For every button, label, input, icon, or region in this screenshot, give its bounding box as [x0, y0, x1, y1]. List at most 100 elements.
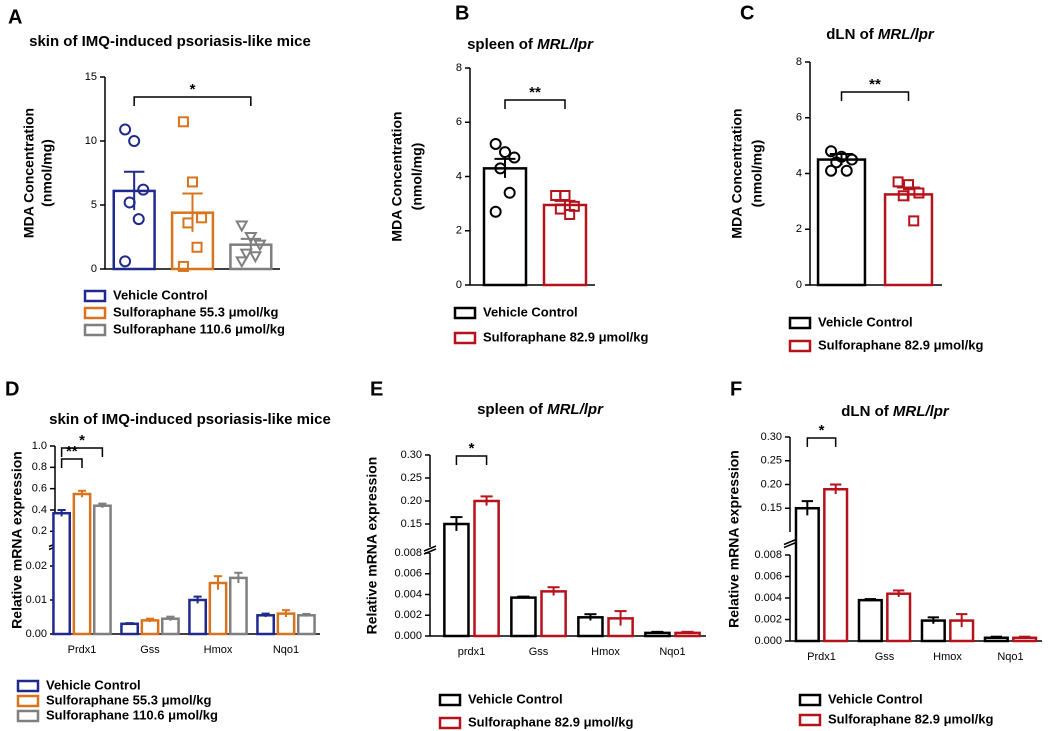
- bar: [208, 581, 228, 636]
- legend-swatch: [16, 694, 40, 708]
- legend-swatch: [798, 693, 822, 707]
- panel-title: spleen of MRL/lpr: [477, 401, 604, 418]
- y-axis-label: MDA Concentration: [729, 108, 745, 238]
- y-tick-label: 5: [91, 199, 97, 211]
- x-tick-label: Gss: [875, 651, 895, 663]
- bar: [52, 511, 72, 636]
- data-point: [137, 183, 150, 196]
- y-tick-label: 0.25: [761, 455, 782, 467]
- title-text: spleen of: [477, 401, 547, 418]
- legend-label: Vehicle Control: [468, 691, 563, 706]
- legend-label: Sulforaphane 55.3 μmol/kg: [46, 692, 211, 707]
- data-point: [508, 151, 521, 164]
- y-tick-label: 0.000: [754, 635, 782, 647]
- data-point: [239, 248, 253, 261]
- significance-bracket: [806, 437, 837, 447]
- significance-bracket: [60, 447, 104, 457]
- data-point: [177, 116, 189, 128]
- x-tick-label: Prdx1: [807, 651, 836, 663]
- y-tick-label: 0.008: [754, 549, 782, 561]
- data-point: [489, 205, 502, 218]
- y-tick-label: 0.2: [32, 525, 47, 537]
- x-tick-label: Gss: [140, 644, 160, 656]
- significance-bracket: [504, 99, 566, 109]
- data-point: [244, 232, 258, 245]
- legend-label: Sulforaphane 82.9 μmol/kg: [828, 711, 993, 726]
- y-tick-label: 0.4: [32, 504, 47, 516]
- y-axis-label: Relative mRNA expression: [364, 457, 380, 635]
- data-point: [550, 189, 562, 201]
- title-italic: MRL/lpr: [537, 36, 594, 53]
- significance-bracket: [840, 91, 910, 101]
- data-point: [564, 208, 576, 220]
- legend-label: Sulforaphane 110.6 μmol/kg: [113, 321, 285, 336]
- panel-label: A: [8, 6, 22, 28]
- data-point: [913, 187, 925, 199]
- bar: [188, 598, 208, 636]
- bar: [160, 617, 180, 636]
- x-tick-label: Hmox: [933, 651, 962, 663]
- axis-break: [783, 538, 797, 546]
- y-tick-label: 1.0: [32, 440, 47, 452]
- data-point: [191, 241, 203, 253]
- axis-break: [783, 541, 797, 549]
- significance-label: **: [529, 84, 541, 101]
- panel-label: E: [370, 378, 383, 400]
- legend-label: Sulforaphane 110.6 μmol/kg: [46, 707, 218, 722]
- panel-label: D: [5, 378, 19, 400]
- bar: [120, 622, 140, 636]
- legend-swatch: [16, 679, 40, 693]
- bar: [510, 596, 537, 638]
- legend-label: Vehicle Control: [828, 691, 923, 706]
- legend-swatch: [83, 323, 107, 337]
- x-tick-label: Hmox: [591, 646, 620, 658]
- data-point: [235, 220, 249, 233]
- y-tick-label: 0.00: [26, 628, 47, 640]
- y-tick-label: 0.30: [761, 431, 782, 443]
- significance-label: **: [869, 76, 881, 93]
- axis-break: [423, 548, 437, 555]
- legend-label: Sulforaphane 82.9 μmol/kg: [468, 714, 633, 729]
- title-text: spleen of: [467, 36, 537, 53]
- data-point: [119, 255, 132, 268]
- panel-title: skin of IMQ-induced psoriasis-like mice: [49, 411, 331, 428]
- data-point: [892, 176, 904, 188]
- bar: [823, 488, 849, 643]
- y-tick-label: 0.20: [401, 495, 422, 507]
- bar: [794, 507, 820, 643]
- legend-label: Vehicle Control: [483, 304, 578, 319]
- significance-label: *: [469, 440, 475, 457]
- y-tick-label: 0.20: [761, 478, 782, 490]
- y-tick-label: 4: [796, 167, 802, 179]
- panel-label: C: [740, 2, 754, 24]
- y-tick-label: 0.02: [26, 560, 47, 572]
- y-axis-label: MDA Concentration: [21, 108, 37, 238]
- bar: [540, 590, 567, 638]
- y-axis-label: (nmol/mg): [409, 143, 425, 211]
- y-tick-label: 0.004: [394, 588, 422, 600]
- significance-bracket: [60, 458, 83, 468]
- data-point: [503, 186, 516, 199]
- data-point: [187, 176, 198, 188]
- panel-label: B: [455, 2, 469, 24]
- panel-title: skin of IMQ-induced psoriasis-like mice: [29, 33, 311, 50]
- title-italic: MRL/lpr: [893, 403, 950, 420]
- data-point: [253, 239, 267, 252]
- bar: [883, 193, 934, 287]
- bar: [92, 504, 112, 636]
- data-point: [196, 212, 208, 224]
- y-tick-label: 0.002: [754, 613, 782, 625]
- legend-swatch: [83, 289, 107, 303]
- y-tick-label: 2: [796, 223, 802, 235]
- legend-label: Sulforaphane 82.9 μmol/kg: [818, 337, 983, 352]
- title-italic: MRL/lpr: [547, 401, 604, 418]
- y-tick-label: 8: [456, 62, 462, 74]
- x-tick-label: prdx1: [458, 646, 486, 658]
- bar: [443, 522, 470, 638]
- bar: [228, 576, 248, 636]
- x-tick-label: Nqo1: [659, 646, 685, 658]
- y-tick-label: 10: [85, 135, 97, 147]
- bar: [256, 614, 276, 636]
- significance-label: *: [819, 422, 825, 439]
